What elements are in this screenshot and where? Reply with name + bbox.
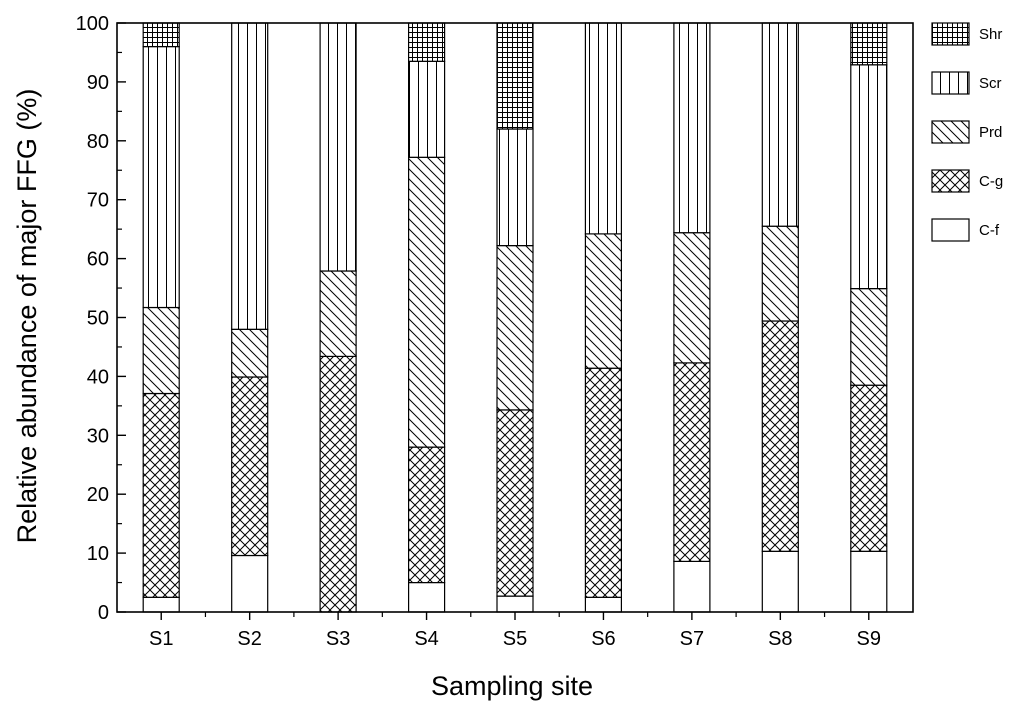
bar-segment-s4-prd: [408, 156, 446, 448]
y-tick-label: 0: [98, 602, 109, 624]
bar-segment-s9-c-f: [850, 550, 888, 613]
y-tick-label: 10: [87, 543, 109, 565]
plot-area: 0 10 20 30 40 50 60 70 80 90 100 S1 S2 S3 S4 S5 S6 S7 S8 S9: [76, 13, 914, 650]
bar-segment-s2-c-g: [231, 376, 269, 557]
bar-segment-s8-c-f: [761, 550, 799, 613]
x-tick-label-s3: S3: [326, 628, 350, 650]
bar-segment-s9-prd: [850, 288, 888, 386]
bar-segment-s6-c-g: [584, 367, 623, 598]
bar-segment-s8-scr: [761, 22, 799, 227]
y-axis-title: Relative abundance of major FFG (%): [12, 89, 42, 544]
bar-segment-s9-c-g: [850, 384, 888, 552]
bar-segment-s7-c-f: [673, 560, 711, 613]
legend-swatch-c-g: [931, 169, 970, 193]
bar-segment-s9-shr: [850, 22, 888, 66]
legend-label-c-g: C-g: [979, 173, 1003, 190]
x-tick-label-s1: S1: [149, 628, 173, 650]
x-axis-title: Sampling site: [431, 671, 593, 701]
legend-label-scr: Scr: [979, 75, 1002, 92]
y-tick-label: 40: [87, 366, 109, 388]
bar-segment-s4-scr: [408, 60, 446, 158]
y-tick-label: 90: [87, 72, 109, 94]
bar-segment-s7-prd: [673, 232, 711, 364]
bar-segment-s1-prd: [142, 306, 180, 395]
bar-segment-s5-c-f: [496, 595, 534, 613]
bar-segment-s2-prd: [231, 328, 269, 378]
x-tick-label-s9: S9: [857, 628, 881, 650]
bar-segment-s1-c-g: [142, 392, 180, 598]
bar-segment-s9-scr: [850, 64, 888, 290]
bar-segment-s2-scr: [231, 22, 269, 330]
bar-segment-s1-scr: [142, 45, 180, 309]
bar-segment-s8-prd: [761, 225, 799, 322]
bar-segment-s8-c-g: [761, 320, 799, 552]
bar-segment-s5-scr: [496, 128, 534, 247]
y-tick-label: 30: [87, 425, 109, 447]
bar-segment-s7-scr: [673, 22, 711, 234]
y-tick-label: 100: [76, 13, 109, 35]
bar-segment-s4-c-f: [408, 581, 446, 613]
bar-segment-s7-c-g: [673, 362, 711, 562]
bar-segment-s3-scr: [319, 22, 357, 272]
legend-swatch-shr: [931, 22, 970, 46]
legend-label-prd: Prd: [979, 124, 1002, 141]
bar-segment-s5-c-g: [496, 409, 534, 597]
bar-segment-s2-c-f: [231, 554, 269, 613]
legend: Shr Scr Prd C-g C-f: [931, 22, 1003, 242]
y-tick-label: 60: [87, 249, 109, 271]
y-tick-label: 70: [87, 190, 109, 212]
bar-segment-s1-c-f: [142, 596, 180, 613]
legend-swatch-scr: [931, 71, 970, 95]
bar-segment-s1-shr: [142, 22, 180, 48]
bar-segment-s3-prd: [319, 270, 357, 358]
bar-segment-s6-prd: [584, 233, 623, 369]
legend-swatch-prd: [931, 120, 970, 144]
bar-segment-s3-c-g: [319, 355, 357, 613]
x-tick-label-s2: S2: [237, 628, 261, 650]
x-tick-label-s8: S8: [768, 628, 792, 650]
legend-swatch-c-f: [931, 218, 970, 242]
bar-segment-s4-c-g: [408, 446, 446, 584]
y-tick-label: 80: [87, 131, 109, 153]
bar-segment-s5-shr: [496, 22, 534, 130]
bar-segment-s6-c-f: [584, 596, 623, 613]
y-tick-label: 50: [87, 308, 109, 330]
legend-label-shr: Shr: [979, 26, 1002, 43]
bar-segment-s6-scr: [584, 22, 623, 235]
bar-segment-s4-shr: [408, 22, 446, 62]
legend-label-c-f: C-f: [979, 222, 1000, 239]
x-tick-label-s5: S5: [503, 628, 527, 650]
x-tick-label-s4: S4: [414, 628, 438, 650]
y-tick-label: 20: [87, 484, 109, 506]
x-tick-label-s6: S6: [591, 628, 615, 650]
bar-segment-s5-prd: [496, 245, 534, 411]
x-tick-label-s7: S7: [680, 628, 704, 650]
